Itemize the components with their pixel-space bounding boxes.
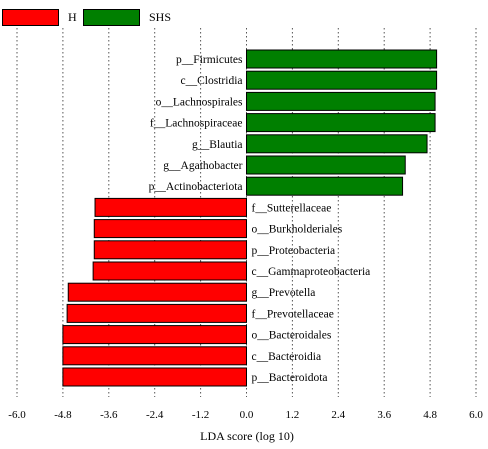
bar — [246, 155, 406, 175]
x-axis-ticks: -6.0 -4.8 -3.6 -2.4 -1.2 0.0 1.2 2.4 3.6 4.8 6.0 — [8, 409, 483, 421]
category-label: o__Lachnospirales — [156, 96, 243, 108]
x-tick-label: 2.4 — [331, 409, 345, 421]
x-tick-label: -4.8 — [54, 409, 72, 421]
bar — [62, 346, 248, 366]
category-label: f__Prevotellaceae — [252, 308, 334, 320]
legend-label-h: H — [68, 9, 77, 24]
bar — [62, 367, 248, 387]
bar — [66, 303, 247, 323]
bar — [92, 261, 248, 281]
category-label: g__Blautia — [192, 139, 242, 151]
category-label: f__Lachnospiraceae — [150, 118, 243, 130]
x-tick-label: -6.0 — [8, 409, 26, 421]
category-labels: p__Firmicutes c__Clostridia o__Lachnospira… — [149, 54, 371, 384]
bar — [246, 176, 404, 196]
bar — [246, 70, 438, 90]
legend: H SHS — [0, 7, 488, 27]
bar — [246, 49, 438, 69]
category-label: o__Bacteroidales — [252, 330, 332, 342]
category-label: p__Bacteroidota — [252, 372, 328, 384]
x-tick-label: 0.0 — [240, 409, 254, 421]
x-tick-label: 4.8 — [423, 409, 437, 421]
bars — [62, 49, 438, 387]
category-label: o__Burkholderiales — [252, 224, 343, 236]
bar — [62, 325, 248, 345]
category-label: c__Bacteroidia — [252, 351, 322, 363]
bar — [67, 282, 247, 302]
bar — [93, 240, 247, 260]
bar — [246, 134, 428, 154]
bar — [246, 113, 436, 133]
category-label: p__Firmicutes — [176, 54, 243, 66]
legend-label-shs: SHS — [149, 9, 172, 24]
x-axis-label: LDA score (log 10) — [200, 429, 294, 443]
x-tick-label: 1.2 — [286, 409, 300, 421]
category-label: p__Actinobacteriota — [149, 181, 243, 193]
bar — [94, 197, 247, 217]
category-label: g__Prevotella — [252, 287, 316, 299]
legend-item-shs: SHS — [83, 7, 171, 27]
bar — [93, 219, 247, 239]
category-label: g__Agathobacter — [163, 160, 242, 172]
x-tick-label: -2.4 — [146, 409, 164, 421]
bar — [246, 91, 436, 111]
x-tick-label: 3.6 — [377, 409, 391, 421]
legend-item-h: H — [2, 7, 77, 27]
category-label: c__Clostridia — [181, 75, 243, 87]
category-label: c__Gammaproteobacteria — [252, 266, 371, 278]
x-tick-label: -1.2 — [192, 409, 209, 421]
category-label: p__Proteobacteria — [252, 245, 336, 257]
legend-swatch-shs — [83, 8, 140, 26]
x-tick-label: -3.6 — [100, 409, 118, 421]
x-tick-label: 6.0 — [469, 409, 483, 421]
category-label: f__Sutterellaceae — [252, 202, 332, 214]
legend-swatch-h — [2, 8, 59, 26]
